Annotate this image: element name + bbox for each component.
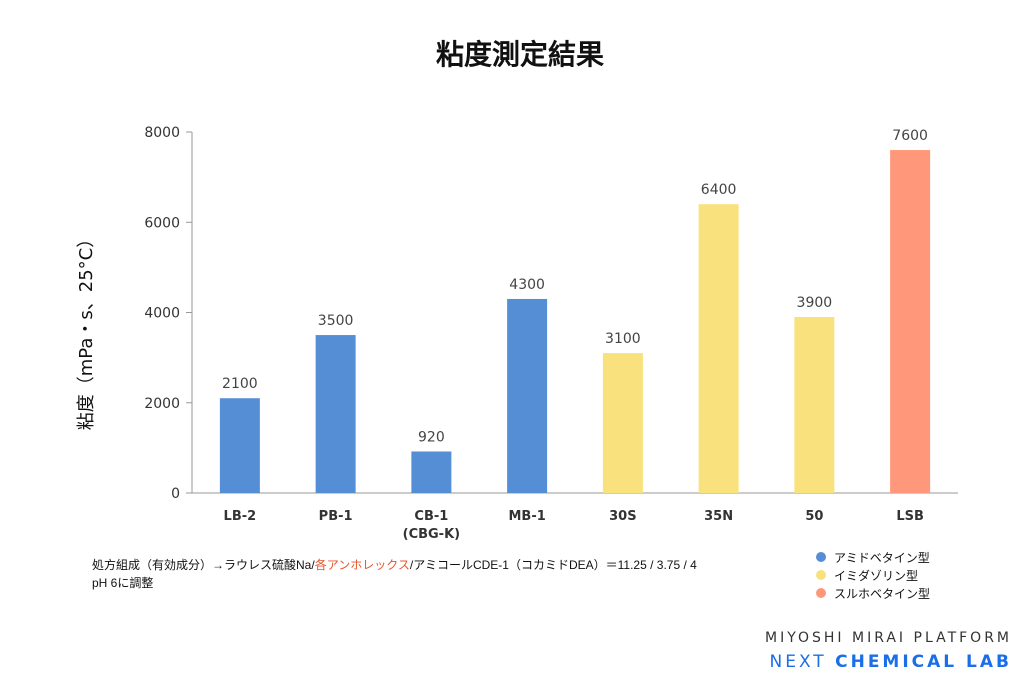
x-tick-label: MB-1 bbox=[508, 509, 545, 524]
note-text: 処方組成（有効成分）→ラウレス硫酸Na/ bbox=[92, 558, 315, 572]
y-tick-label: 0 bbox=[171, 486, 180, 502]
data-label: 6400 bbox=[701, 182, 737, 198]
x-tick-label: LSB bbox=[896, 509, 924, 524]
x-tick-label: PB-1 bbox=[319, 509, 353, 524]
logo-next: NEXT bbox=[769, 652, 827, 672]
y-tick-label: 8000 bbox=[144, 125, 180, 141]
y-tick-label: 6000 bbox=[144, 215, 180, 231]
x-tick-label: LB-2 bbox=[224, 509, 257, 524]
legend-item: イミダゾリン型 bbox=[816, 566, 930, 584]
legend-dot-icon bbox=[816, 570, 826, 580]
logo: MIYOSHI MIRAI PLATFORM NEXT CHEMICAL LAB bbox=[765, 630, 1012, 672]
legend-label: アミドベタイン型 bbox=[834, 550, 930, 565]
x-tick-label: (CBG-K) bbox=[403, 527, 460, 542]
y-axis-label: 粘度（mPa・s、25°C） bbox=[76, 230, 97, 430]
logo-line1: MIYOSHI MIRAI PLATFORM bbox=[764, 630, 1012, 646]
x-tick-label: 50 bbox=[805, 509, 823, 524]
note-text: /アミコールCDE-1（コカミドDEA）＝11.25 / 3.75 / 4 bbox=[409, 558, 697, 572]
data-label: 3500 bbox=[318, 313, 354, 329]
legend-label: スルホベタイン型 bbox=[834, 586, 931, 601]
x-tick-label: 30S bbox=[609, 509, 636, 524]
chart-title: 粘度測定結果 bbox=[436, 38, 604, 71]
x-tick-label: 35N bbox=[704, 509, 733, 524]
y-tick-label: 2000 bbox=[144, 396, 180, 412]
legend-dot-icon bbox=[816, 552, 826, 562]
note-highlight: 各アンホレックス bbox=[314, 558, 410, 572]
logo-chemical-lab: CHEMICAL LAB bbox=[835, 652, 1012, 672]
note-ph: pH 6に調整 bbox=[92, 576, 154, 590]
data-label: 7600 bbox=[892, 128, 928, 144]
legend-item: スルホベタイン型 bbox=[816, 584, 930, 602]
bar bbox=[794, 317, 835, 493]
x-tick-label: CB-1 bbox=[414, 509, 448, 524]
bar bbox=[411, 451, 452, 493]
legend-label: イミダゾリン型 bbox=[834, 568, 919, 583]
bar bbox=[890, 150, 931, 494]
legend: アミドベタイン型 イミダゾリン型 スルホベタイン型 bbox=[816, 548, 930, 602]
data-label: 920 bbox=[418, 429, 445, 445]
data-label: 4300 bbox=[509, 277, 545, 293]
data-label: 3900 bbox=[797, 295, 833, 311]
bar bbox=[602, 353, 643, 493]
formulation-note: 処方組成（有効成分）→ラウレス硫酸Na/各アンホレックス/アミコールCDE-1（… bbox=[92, 556, 697, 592]
bar bbox=[315, 335, 356, 493]
y-tick-label: 4000 bbox=[144, 306, 180, 322]
bar bbox=[219, 398, 260, 493]
legend-dot-icon bbox=[816, 588, 826, 598]
bar bbox=[507, 298, 548, 493]
bar bbox=[698, 204, 739, 493]
data-label: 3100 bbox=[605, 331, 641, 347]
legend-item: アミドベタイン型 bbox=[816, 548, 930, 566]
data-label: 2100 bbox=[222, 376, 258, 392]
